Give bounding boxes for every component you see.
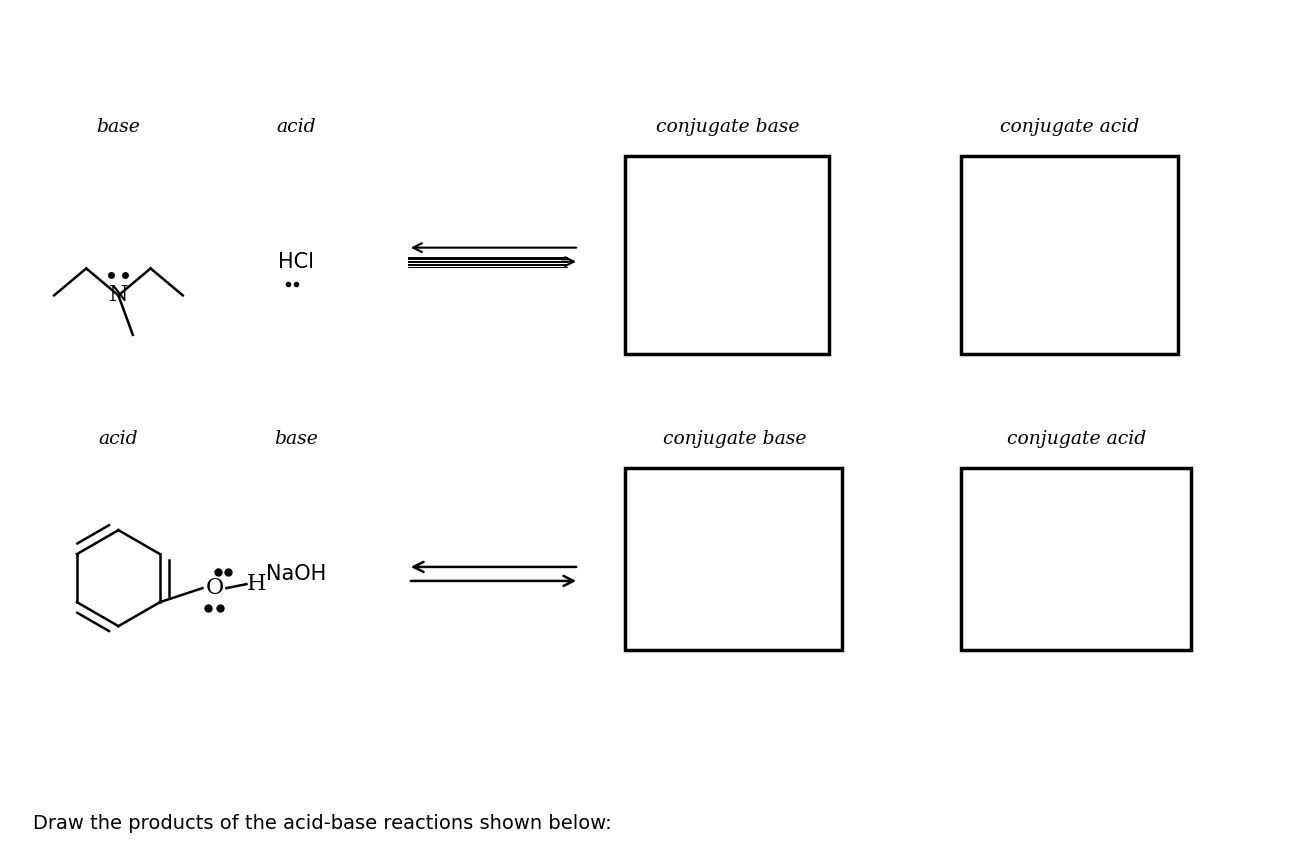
Text: conjugate base: conjugate base	[655, 117, 800, 136]
Text: Draw the products of the acid-base reactions shown below:: Draw the products of the acid-base react…	[33, 814, 612, 834]
Text: acid: acid	[276, 117, 316, 136]
Text: NaOH: NaOH	[266, 564, 326, 584]
Text: conjugate base: conjugate base	[662, 430, 807, 448]
Text: H: H	[246, 573, 266, 595]
Text: N: N	[109, 284, 128, 306]
Text: base: base	[274, 430, 318, 448]
Bar	[961, 468, 1191, 650]
Bar	[625, 468, 842, 650]
Text: conjugate acid: conjugate acid	[1007, 430, 1146, 448]
Text: O: O	[205, 577, 224, 599]
Text: HCl: HCl	[278, 252, 315, 272]
Text: conjugate acid: conjugate acid	[1000, 117, 1140, 136]
Bar	[625, 156, 829, 354]
Text: acid: acid	[99, 430, 138, 448]
Text: base: base	[96, 117, 141, 136]
Bar	[961, 156, 1178, 354]
